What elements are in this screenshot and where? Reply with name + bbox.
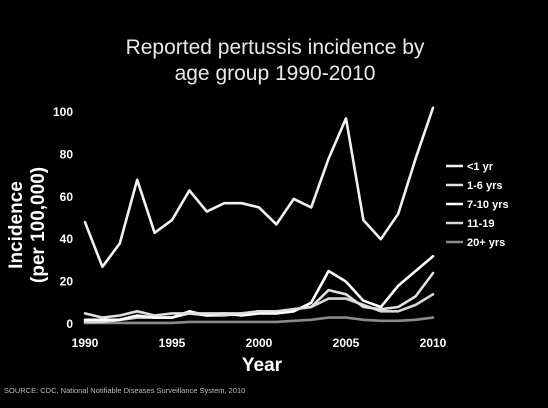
y-axis-ticks: 0 20 40 60 80 100 — [53, 105, 73, 331]
y-axis-title-line-1: Incidence — [6, 181, 27, 269]
series-line-4 — [83, 316, 435, 325]
series-line-2 — [83, 254, 435, 322]
chart-title-line-1: Reported pertussis incidence by — [126, 36, 425, 59]
x-tick-label: 2000 — [246, 336, 273, 350]
legend-label-2: 7-10 yrs — [467, 199, 509, 211]
plot-area — [83, 106, 435, 325]
series-line-0 — [83, 106, 435, 269]
y-tick-label: 20 — [60, 275, 74, 289]
y-axis-title-line-2: (per 100,000) — [28, 167, 49, 283]
x-tick-label: 2010 — [420, 336, 447, 350]
y-tick-label: 80 — [60, 147, 74, 161]
source-note: SOURCE: CDC, National Notifiable Disease… — [4, 386, 245, 395]
x-tick-label: 2005 — [333, 336, 360, 350]
legend-label-1: 1-6 yrs — [467, 180, 502, 192]
y-tick-label: 60 — [60, 190, 74, 204]
x-tick-label: 1990 — [72, 336, 99, 350]
y-tick-label: 0 — [66, 317, 73, 331]
legend: <1 yr 1-6 yrs 7-10 yrs 11-19 20+ yrs — [446, 161, 509, 249]
legend-label-4: 20+ yrs — [467, 237, 505, 249]
x-axis-title: Year — [242, 355, 283, 376]
y-tick-label: 100 — [53, 105, 73, 119]
legend-label-3: 11-19 — [467, 218, 495, 230]
legend-label-0: <1 yr — [467, 161, 494, 173]
x-tick-label: 1995 — [159, 336, 186, 350]
x-axis-ticks: 1990 1995 2000 2005 2010 — [72, 336, 447, 350]
y-tick-label: 40 — [60, 232, 74, 246]
series-line-1 — [83, 271, 435, 319]
y-axis-title: Incidence (per 100,000) — [6, 167, 49, 283]
chart-title-line-2: age group 1990-2010 — [175, 62, 376, 85]
